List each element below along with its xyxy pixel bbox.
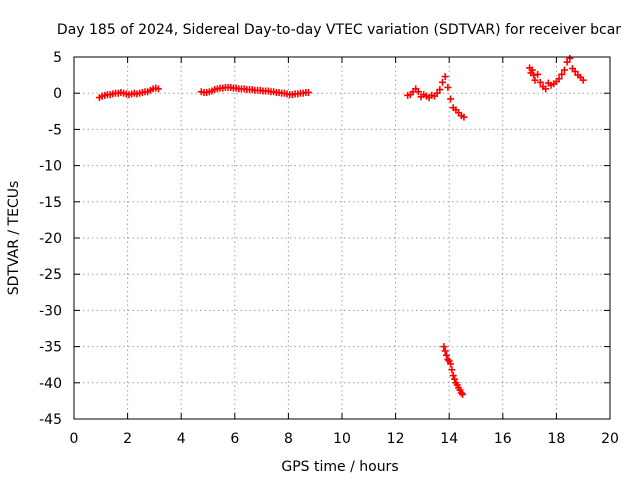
- x-axis-label: GPS time / hours: [281, 459, 398, 475]
- data-series-sdtvar: [95, 54, 587, 398]
- data-point: [443, 351, 451, 359]
- grid-lines: [74, 57, 610, 419]
- data-point: [447, 95, 455, 103]
- chart-title: Day 185 of 2024, Sidereal Day-to-day VTE…: [57, 22, 621, 38]
- x-tick-label: 12: [387, 431, 405, 447]
- y-axis-label: SDTVAR / TECUs: [6, 181, 22, 296]
- plot-frame: [73, 56, 611, 420]
- data-point: [566, 54, 574, 62]
- y-tick-label: 0: [53, 86, 62, 102]
- x-tick-label: 10: [333, 431, 351, 447]
- data-point: [444, 83, 452, 91]
- data-point: [531, 76, 539, 84]
- data-point: [560, 66, 568, 74]
- data-point: [558, 70, 566, 78]
- data-point: [305, 88, 312, 96]
- y-tick-label: -30: [39, 303, 62, 319]
- data-point: [536, 78, 544, 86]
- data-point: [555, 75, 563, 83]
- data-point: [459, 390, 467, 398]
- x-tick-label: 14: [440, 431, 458, 447]
- data-point: [460, 113, 468, 121]
- y-tick-label: -35: [39, 340, 62, 356]
- x-tick-label: 20: [601, 431, 619, 447]
- data-point: [448, 366, 456, 374]
- data-point: [563, 58, 571, 66]
- x-tick-label: 18: [547, 431, 565, 447]
- x-tick-label: 4: [177, 431, 186, 447]
- y-tick-label: -15: [39, 195, 62, 211]
- y-tick-label: -25: [39, 267, 62, 283]
- data-point: [449, 372, 457, 380]
- data-point: [534, 70, 542, 78]
- data-point: [451, 375, 459, 383]
- x-tick-label: 0: [70, 431, 79, 447]
- data-point: [441, 73, 449, 81]
- data-point: [433, 89, 441, 97]
- x-tick-label: 8: [284, 431, 293, 447]
- y-tick-label: 5: [53, 50, 62, 66]
- data-point: [440, 343, 448, 351]
- data-point: [154, 85, 162, 93]
- data-point: [579, 76, 587, 84]
- data-point: [528, 66, 536, 74]
- x-tick-label: 16: [494, 431, 512, 447]
- data-point: [414, 88, 422, 96]
- data-point: [439, 78, 446, 86]
- tick-labels: 0 2 4 6 8 10 12 14 16 18 20 5 0 -5 -10 -15 -20 -25 -30 -35 -…: [39, 50, 619, 447]
- y-tick-label: -10: [39, 159, 62, 175]
- y-tick-label: -20: [39, 231, 62, 247]
- data-point: [441, 347, 449, 355]
- data-point: [542, 85, 550, 93]
- y-tick-label: -5: [48, 122, 62, 138]
- data-point: [571, 67, 579, 75]
- data-point: [444, 356, 452, 364]
- y-tick-label: -40: [39, 376, 62, 392]
- data-point: [436, 86, 444, 94]
- x-tick-label: 2: [123, 431, 132, 447]
- y-tick-label: -45: [39, 412, 62, 428]
- axis-ticks: [73, 56, 611, 420]
- data-point: [447, 360, 455, 368]
- data-point: [457, 389, 465, 397]
- x-tick-label: 6: [230, 431, 239, 447]
